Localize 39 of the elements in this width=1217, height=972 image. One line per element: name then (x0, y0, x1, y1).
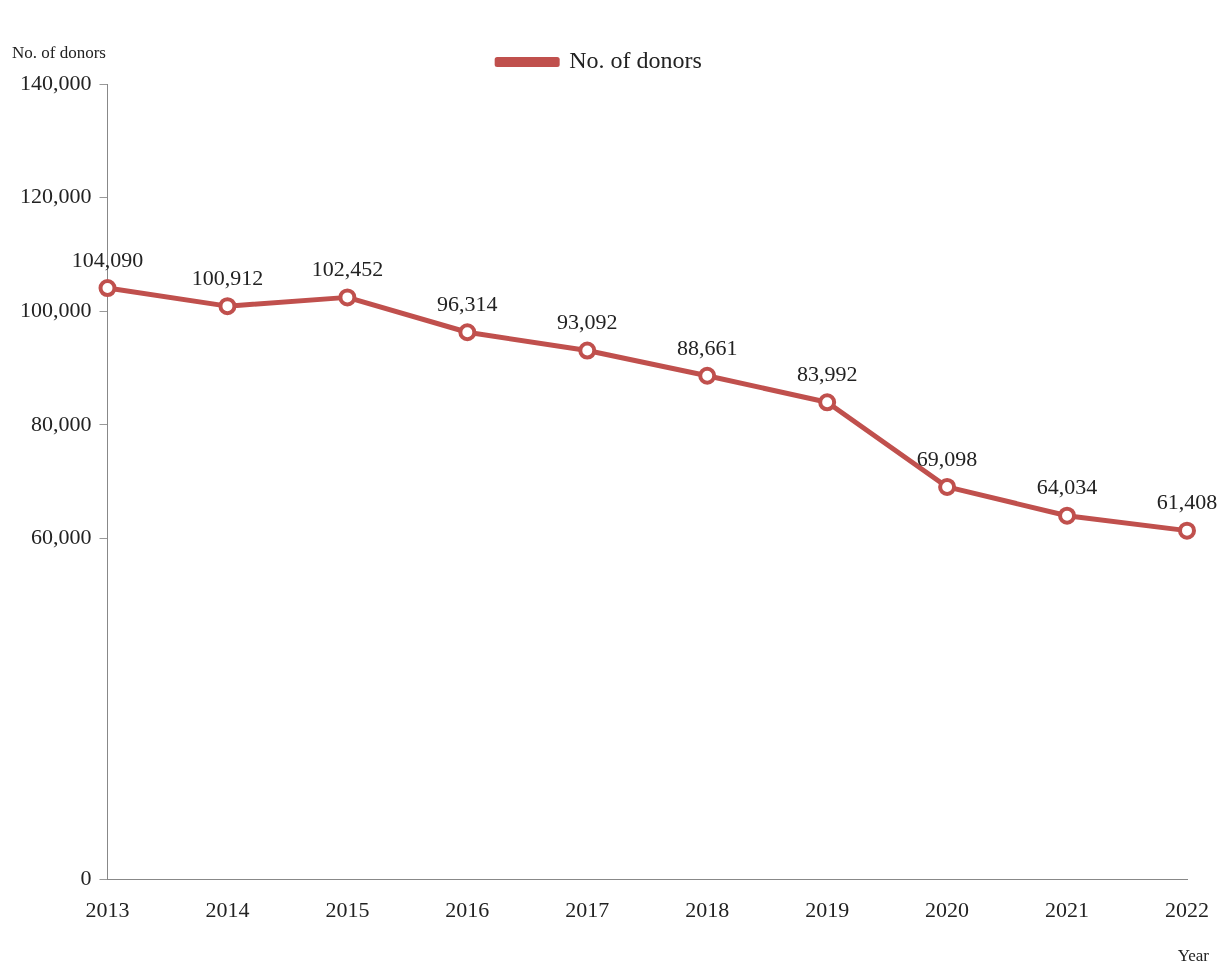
y-tick-label: 140,000 (20, 69, 92, 95)
point (218, 297, 237, 316)
x-tick-label: 2014 (205, 896, 250, 922)
point (98, 279, 117, 298)
point (698, 366, 717, 385)
data-label: 93,092 (557, 309, 618, 335)
x-tick-label: 2015 (325, 896, 370, 922)
x-tick-label: 2019 (805, 896, 850, 922)
data-label: 88,661 (676, 334, 738, 360)
y-axis-title: No. of donors (12, 42, 106, 62)
y-tick-label: 120,000 (20, 183, 92, 209)
y-tick-label: 0 (80, 865, 92, 891)
legend-label: No. of donors (569, 47, 702, 74)
point (338, 288, 357, 307)
point (1058, 506, 1077, 525)
x-tick-label: 2018 (685, 896, 730, 922)
x-tick-label: 2017 (565, 896, 610, 922)
y-tick-label: 100,000 (20, 297, 92, 323)
data-label: 69,098 (916, 445, 978, 471)
x-tick-label: 2022 (1165, 896, 1209, 922)
data-label: 104,090 (71, 246, 144, 272)
y-tick-label: 80,000 (31, 410, 92, 436)
data-label: 61,408 (1156, 489, 1217, 515)
x-tick-label: 2020 (925, 896, 970, 922)
data-label: 83,992 (796, 361, 858, 387)
point (818, 393, 837, 412)
x-axis-title: Year (1177, 945, 1210, 965)
x-tick-label: 2021 (1045, 896, 1090, 922)
point (1178, 521, 1196, 540)
x-tick-label: 2016 (445, 896, 490, 922)
data-label: 96,314 (437, 291, 498, 317)
data-label: 102,452 (311, 256, 384, 282)
x-tick-label: 2013 (85, 896, 130, 922)
data-label: 64,034 (1036, 474, 1098, 500)
point (578, 341, 597, 360)
point (938, 477, 957, 496)
point (458, 323, 477, 342)
data-label: 100,912 (191, 264, 264, 290)
y-tick-label: 60,000 (31, 524, 92, 550)
